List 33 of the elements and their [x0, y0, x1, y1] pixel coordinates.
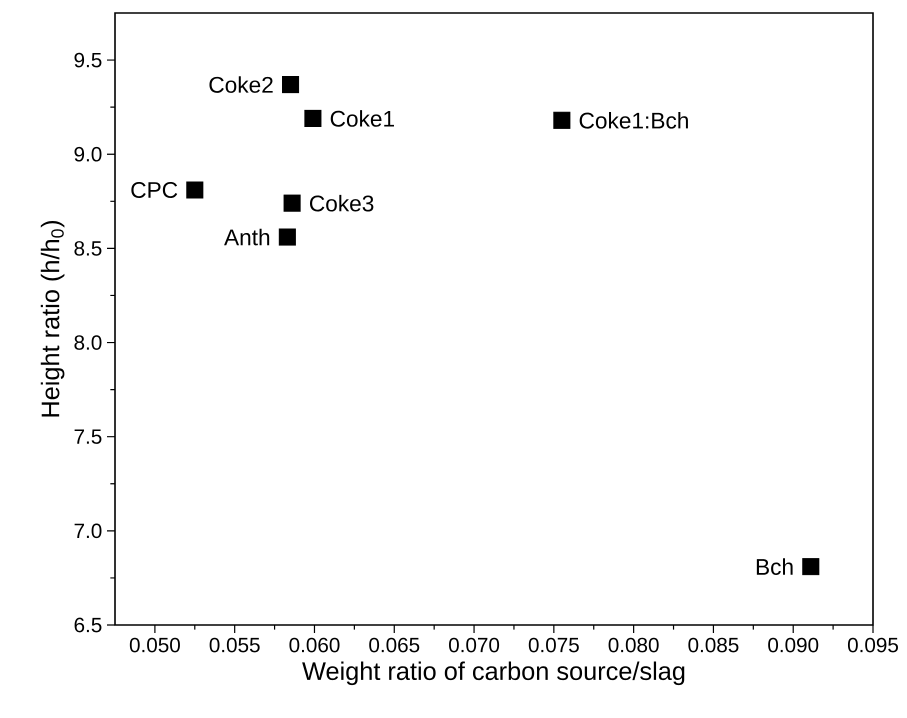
y-tick-label: 8.5	[74, 241, 102, 256]
y-tick-label: 9.5	[74, 52, 102, 68]
x-axis-title: Weight ratio of carbon source/slag	[302, 661, 684, 686]
x-tick-label: 0.085	[688, 638, 738, 652]
annotation: Coke2	[209, 76, 273, 93]
annotation: Coke1	[330, 110, 394, 127]
point	[553, 112, 570, 129]
annotation: Coke3	[310, 194, 374, 212]
point	[278, 228, 296, 246]
point	[284, 194, 301, 212]
annotation: CPC	[131, 182, 178, 198]
y-axis-title: Height ratio (h/h$_{0}$)	[40, 220, 64, 417]
x-tick-label: 0.050	[130, 638, 180, 652]
x-tick-label: 0.055	[210, 638, 260, 652]
y-tick-label: 7.5	[74, 429, 102, 444]
annotation: Coke1:Bch	[580, 112, 688, 129]
annotation: Bch	[756, 558, 793, 575]
point	[802, 558, 820, 576]
x-tick-label: 0.080	[608, 638, 659, 652]
x-tick-label: 0.090	[768, 638, 818, 652]
y-tick-label: 6.5	[74, 618, 102, 632]
y-tick-label: 9.0	[74, 146, 102, 162]
point	[186, 181, 204, 199]
point	[282, 76, 300, 94]
annotation: Anth	[224, 228, 270, 246]
x-tick-label: 0.075	[528, 638, 579, 652]
x-tick-label: 0.095	[848, 638, 898, 652]
x-tick-label: 0.070	[449, 638, 500, 652]
x-tick-label: 0.065	[369, 638, 420, 652]
y-tick-label: 7.0	[74, 524, 102, 538]
y-tick-label: 8.0	[74, 335, 102, 350]
x-tick-label: 0.060	[289, 638, 340, 652]
point	[304, 110, 322, 127]
